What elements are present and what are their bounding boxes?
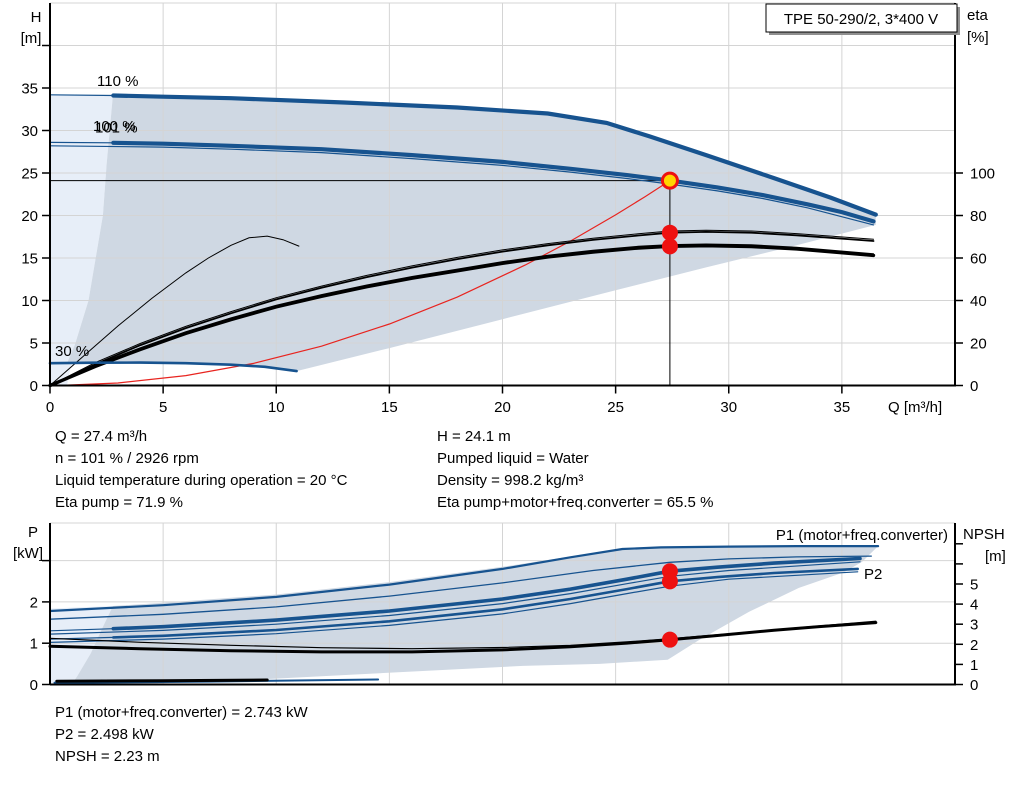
- tick-label-Q-5: 5: [159, 399, 167, 416]
- tick-label-H-25: 25: [21, 166, 38, 183]
- eta-total-point: [661, 238, 678, 255]
- pump-title-box: TPE 50-290/2, 3*400 V: [765, 3, 960, 35]
- p2-curve-30pct: [55, 678, 269, 683]
- tick-label-NPSH-3: 3: [970, 617, 978, 634]
- eta-pump-curve-b: [49, 229, 874, 386]
- tick-label-eta-100: 100: [970, 166, 995, 183]
- pump-curve-30pct: [48, 361, 298, 373]
- npsh-point: [661, 631, 678, 648]
- tick-label-H-35: 35: [21, 81, 38, 98]
- result-q: Q = 27.4 m³/h: [55, 428, 147, 445]
- tick-label-eta-0: 0: [970, 378, 978, 395]
- tick-label-H-10: 10: [21, 293, 38, 310]
- label-100pct: 100 %: [93, 118, 136, 135]
- tick-label-NPSH-4: 4: [970, 597, 978, 614]
- pump-curve-101pct: [111, 140, 876, 224]
- label-110pct: 110 %: [97, 73, 138, 90]
- eta-axis-unit: [%]: [967, 29, 989, 46]
- region-min-flow-power: [50, 606, 113, 685]
- result-p2: P2 = 2.498 kW: [55, 726, 155, 743]
- duty-result-text: Q = 27.4 m³/h n = 101 % / 2926 rpm Liqui…: [55, 428, 713, 511]
- tick-label-Q-0: 0: [46, 399, 54, 416]
- result-eta-pump: Eta pump = 71.9 %: [55, 494, 183, 511]
- region-min-flow: [50, 94, 113, 386]
- tick-label-H-20: 20: [21, 208, 38, 225]
- tick-label-NPSH-1: 1: [970, 657, 978, 674]
- p2-point: [661, 573, 678, 590]
- tick-label-Q-25: 25: [607, 399, 624, 416]
- tick-label-P-0: 0: [30, 677, 38, 694]
- eta-axis-label: eta: [967, 7, 989, 24]
- head-chart: 0 5 10 15 20 25 30 35 0 5 10 15 20 25 30 35 0 20 40 60 80 100…: [21, 2, 995, 416]
- result-pumped-liquid: Pumped liquid = Water: [437, 450, 589, 467]
- title-box: [765, 3, 958, 33]
- tick-label-eta-40: 40: [970, 293, 987, 310]
- system-curve: [60, 180, 671, 386]
- power-chart: 0 1 2 0 1 2 3 4 5 P1 (motor+freq.converter) P2: [30, 522, 978, 694]
- p1-curve-110pct: [48, 544, 880, 613]
- tick-label-H-0: 0: [30, 378, 38, 395]
- eta-pump-point: [661, 224, 678, 241]
- label-30pct: 30 %: [55, 343, 89, 360]
- tick-label-Q-10: 10: [268, 399, 285, 416]
- tick-label-Q-30: 30: [720, 399, 737, 416]
- duty-point[interactable]: [660, 171, 679, 190]
- result-liquid-temp: Liquid temperature during operation = 20…: [55, 472, 348, 489]
- p-axis-unit: [kW]: [13, 545, 43, 562]
- q-axis-label: Q [m³/h]: [888, 399, 942, 416]
- label-101pct: 101 %: [95, 120, 138, 137]
- p-axis-label: P: [28, 524, 38, 541]
- pump-title: TPE 50-290/2, 3*400 V: [784, 11, 938, 28]
- npsh-curve: [48, 621, 878, 654]
- p2-curve-101pct: [112, 567, 860, 639]
- p1-curve-101pct: [111, 556, 862, 631]
- tick-label-NPSH-0: 0: [970, 677, 978, 694]
- h-axis-unit: [m]: [21, 30, 42, 47]
- result-eta-total: Eta pump+motor+freq.converter = 65.5 %: [437, 494, 713, 511]
- eta-curve-30pct: [49, 235, 300, 386]
- result-p1: P1 (motor+freq.converter) = 2.743 kW: [55, 704, 308, 721]
- tick-label-H-30: 30: [21, 123, 38, 140]
- tick-label-P-1: 1: [30, 636, 38, 653]
- npsh-axis-unit: [m]: [985, 548, 1006, 565]
- tick-label-NPSH-5: 5: [970, 577, 978, 594]
- result-npsh: NPSH = 2.23 m: [55, 748, 160, 765]
- tick-label-Q-15: 15: [381, 399, 398, 416]
- result-n: n = 101 % / 2926 rpm: [55, 450, 199, 467]
- label-p2: P2: [864, 566, 882, 583]
- tick-label-Q-20: 20: [494, 399, 511, 416]
- tick-label-Q-35: 35: [834, 399, 851, 416]
- npsh-axis-label: NPSH: [963, 526, 1005, 543]
- tick-label-eta-20: 20: [970, 336, 987, 353]
- tick-label-H-5: 5: [30, 336, 38, 353]
- power-result-text: P1 (motor+freq.converter) = 2.743 kW P2 …: [55, 704, 308, 765]
- eta-total-curve: [48, 243, 876, 388]
- p2-curve-100pct: [49, 571, 859, 644]
- tick-label-NPSH-2: 2: [970, 637, 978, 654]
- tick-label-P-2: 2: [30, 594, 38, 611]
- result-density: Density = 998.2 kg/m³: [437, 472, 583, 489]
- label-p1: P1 (motor+freq.converter): [776, 527, 948, 544]
- region-envelope-power: [71, 546, 879, 685]
- pump-curve-110pct: [111, 93, 878, 217]
- eta-pump-curve: [49, 230, 875, 387]
- pump-curve-100pct: [49, 145, 875, 226]
- p1-curve-100pct: [49, 561, 861, 635]
- tick-label-eta-60: 60: [970, 251, 987, 268]
- p2-curve-110pct: [49, 555, 872, 620]
- tick-label-H-15: 15: [21, 251, 38, 268]
- result-h: H = 24.1 m: [437, 428, 511, 445]
- h-axis-label: H: [31, 9, 42, 26]
- tick-label-eta-80: 80: [970, 208, 987, 225]
